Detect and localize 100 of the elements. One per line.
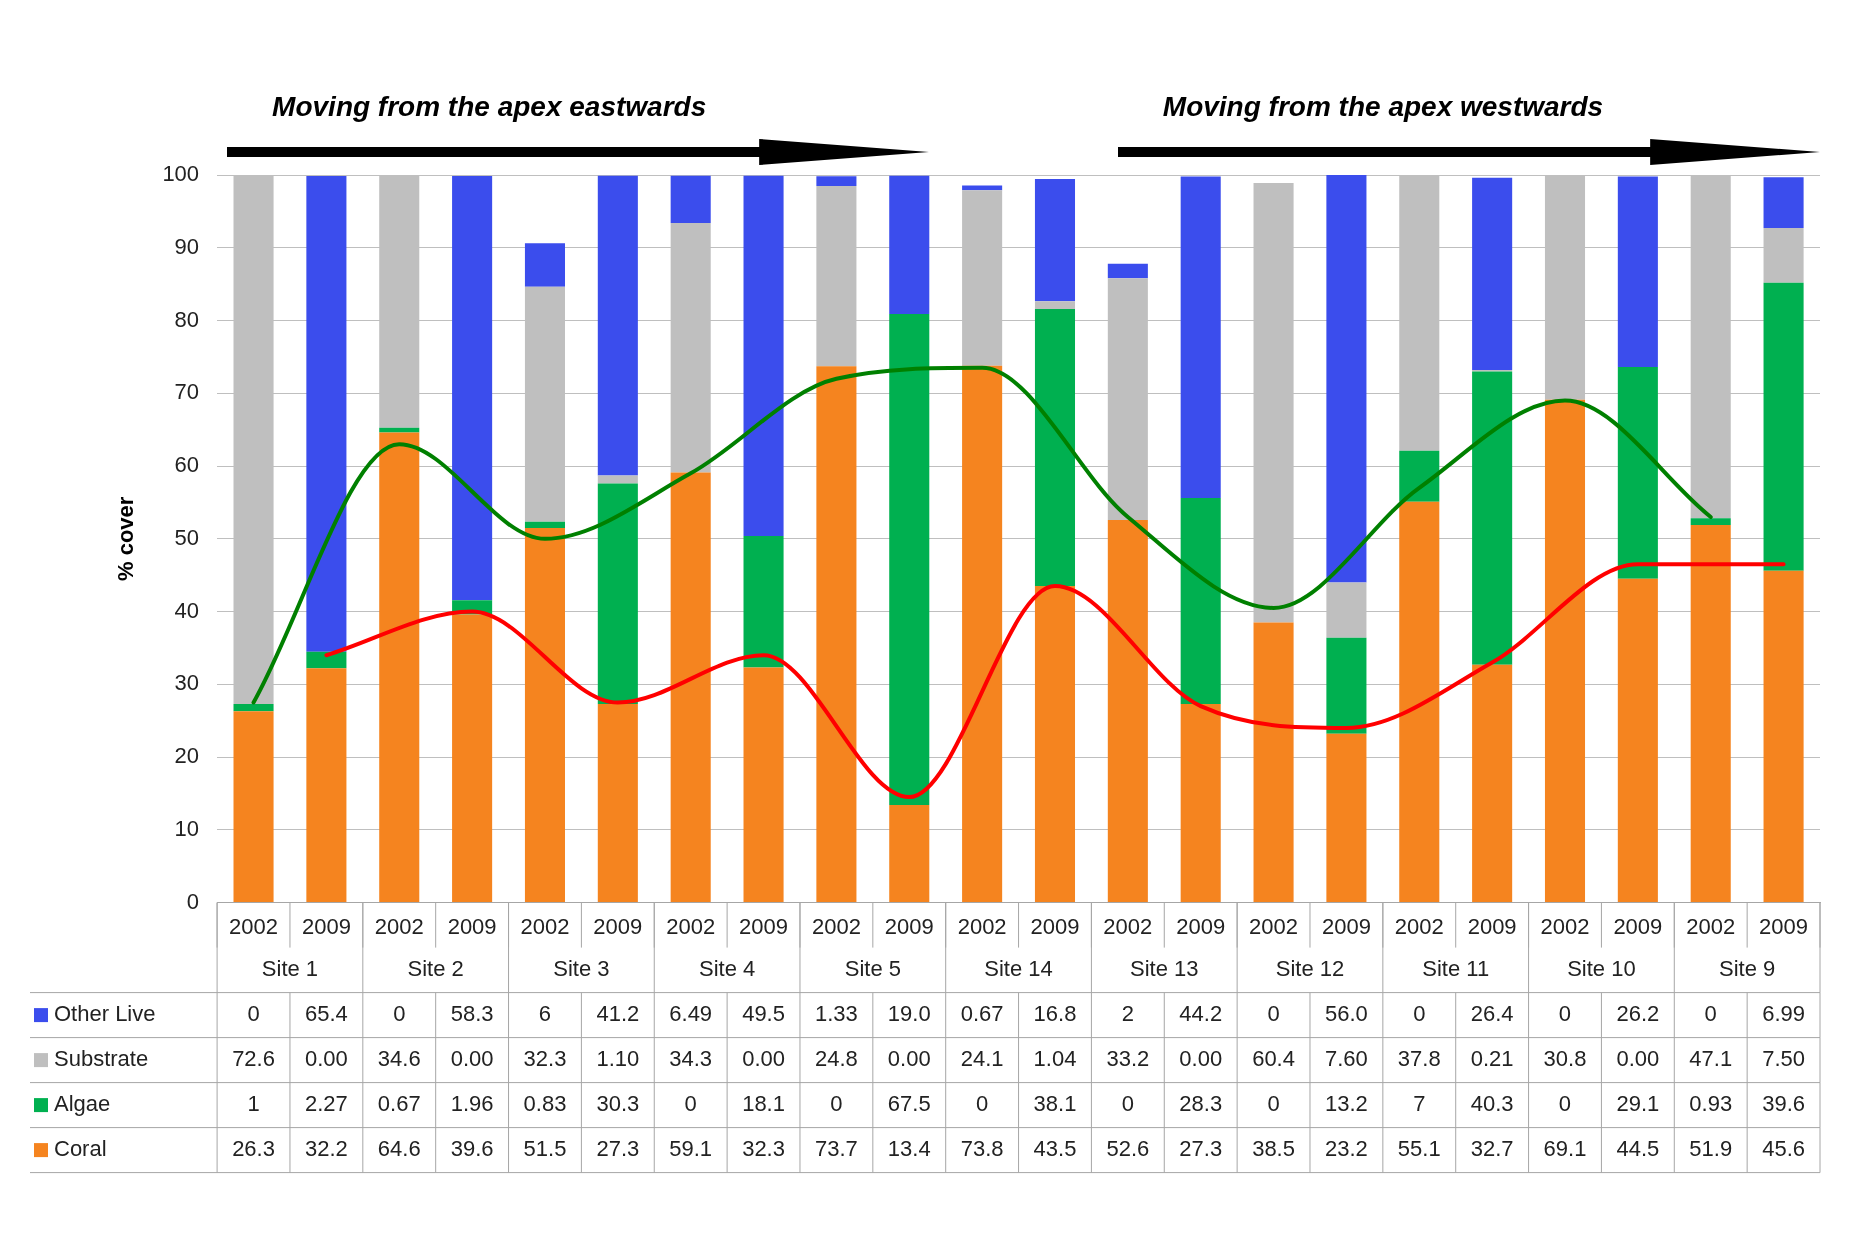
data-label: 0 xyxy=(830,1091,843,1117)
data-label: 24.1 xyxy=(960,1046,1004,1072)
x-tick-label: 2002 xyxy=(520,913,570,939)
y-tick-label: 20 xyxy=(174,743,200,769)
data-label: 44.5 xyxy=(1616,1136,1660,1162)
data-label: 32.3 xyxy=(742,1136,785,1162)
data-label: 0.00 xyxy=(304,1046,348,1072)
x-tick-label: 2009 xyxy=(884,913,934,939)
data-label: 0.93 xyxy=(1689,1091,1733,1117)
data-label: 26.2 xyxy=(1616,1001,1660,1027)
data-label: 0 xyxy=(1413,1001,1426,1027)
data-label: 27.3 xyxy=(596,1136,640,1162)
data-label: 59.1 xyxy=(669,1136,713,1162)
data-label: 56.0 xyxy=(1325,1001,1368,1027)
y-tick-label: 10 xyxy=(174,815,200,841)
data-label: 27.3 xyxy=(1179,1136,1223,1162)
data-label: 64.6 xyxy=(377,1136,421,1162)
data-label: 51.9 xyxy=(1689,1136,1733,1162)
text: Site 11 xyxy=(1422,956,1490,982)
x-tick-label: 2009 xyxy=(1030,913,1080,939)
x-tick-label: 2002 xyxy=(229,913,279,939)
text: Moving from the apex eastwards xyxy=(272,90,707,122)
data-label: 0.00 xyxy=(1616,1046,1660,1072)
data-label: 65.4 xyxy=(304,1001,348,1027)
data-label: 18.1 xyxy=(742,1091,785,1117)
data-label: 69.1 xyxy=(1543,1136,1587,1162)
data-label: 67.5 xyxy=(887,1091,931,1117)
text: Moving from the apex westwards xyxy=(1162,90,1604,122)
x-tick-label: 2002 xyxy=(957,913,1007,939)
data-label: 73.7 xyxy=(814,1136,858,1162)
data-label: 19.0 xyxy=(887,1001,931,1027)
data-label: 49.5 xyxy=(742,1001,785,1027)
data-label: 0 xyxy=(684,1091,697,1117)
data-label: 0.00 xyxy=(450,1046,494,1072)
data-label: 0 xyxy=(976,1091,989,1117)
data-label: 43.5 xyxy=(1033,1136,1077,1162)
data-label: 28.3 xyxy=(1179,1091,1223,1117)
data-label: 26.3 xyxy=(232,1136,275,1162)
data-label: 39.6 xyxy=(1762,1091,1805,1117)
data-label: 47.1 xyxy=(1689,1046,1733,1072)
y-tick-label: 60 xyxy=(174,452,200,478)
y-tick-label: 40 xyxy=(174,597,200,623)
data-label: 60.4 xyxy=(1252,1046,1295,1072)
data-label: 29.1 xyxy=(1616,1091,1660,1117)
data-label: 41.2 xyxy=(596,1001,640,1027)
data-label: 34.3 xyxy=(669,1046,713,1072)
data-label: 32.2 xyxy=(304,1136,348,1162)
y-tick-label: 90 xyxy=(174,233,200,259)
data-label: 32.3 xyxy=(523,1046,567,1072)
data-label: 1 xyxy=(247,1091,260,1117)
data-label: 0 xyxy=(1121,1091,1134,1117)
data-label: 0 xyxy=(1558,1091,1572,1117)
x-tick-label: 2002 xyxy=(1249,913,1299,939)
data-label: 0.00 xyxy=(742,1046,785,1072)
x-tick-label: 2009 xyxy=(739,913,789,939)
data-label: 30.8 xyxy=(1543,1046,1587,1072)
text: Site 4 xyxy=(698,956,756,982)
data-label: 0.67 xyxy=(377,1091,421,1117)
data-label: 7.60 xyxy=(1325,1046,1368,1072)
data-label: 30.3 xyxy=(596,1091,640,1117)
data-label: 7.50 xyxy=(1762,1046,1805,1072)
data-label: 51.5 xyxy=(523,1136,567,1162)
x-tick-label: 2009 xyxy=(1613,913,1663,939)
data-label: 1.96 xyxy=(450,1091,494,1117)
data-label: 0.67 xyxy=(960,1001,1004,1027)
data-label: 52.6 xyxy=(1106,1136,1150,1162)
data-label: 24.8 xyxy=(814,1046,858,1072)
data-label: 0 xyxy=(1267,1091,1280,1117)
data-label: 0.21 xyxy=(1470,1046,1514,1072)
text: Site 1 xyxy=(261,956,319,982)
data-label: 44.2 xyxy=(1179,1001,1223,1027)
text: Site 14 xyxy=(984,956,1053,982)
data-label: 0.00 xyxy=(1179,1046,1223,1072)
data-label: 6 xyxy=(538,1001,552,1027)
data-label: 6.99 xyxy=(1762,1001,1805,1027)
data-label: 2 xyxy=(1121,1001,1134,1027)
y-tick-label: 50 xyxy=(174,524,200,550)
data-label: 32.7 xyxy=(1470,1136,1514,1162)
data-label: 0 xyxy=(1704,1001,1717,1027)
data-label: 45.6 xyxy=(1762,1136,1805,1162)
x-tick-label: 2002 xyxy=(811,913,861,939)
data-label: 72.6 xyxy=(232,1046,275,1072)
legend-label: Other Live xyxy=(54,1001,156,1027)
legend-label: Algae xyxy=(54,1091,111,1117)
data-label: 0.83 xyxy=(523,1091,567,1117)
y-tick-label: 30 xyxy=(174,670,200,696)
x-tick-label: 2009 xyxy=(1321,913,1371,939)
data-label: 34.6 xyxy=(377,1046,421,1072)
text: Site 2 xyxy=(407,956,464,982)
data-label: 33.2 xyxy=(1106,1046,1150,1072)
text: Site 5 xyxy=(844,956,901,982)
x-tick-label: 2002 xyxy=(374,913,424,939)
data-label: 37.8 xyxy=(1397,1046,1441,1072)
y-tick-label: 0 xyxy=(186,888,200,914)
data-label: 13.2 xyxy=(1325,1091,1368,1117)
data-label: 7 xyxy=(1413,1091,1426,1117)
y-tick-label: 100 xyxy=(162,161,200,187)
legend-label: Coral xyxy=(54,1136,107,1162)
data-label: 1.10 xyxy=(596,1046,640,1072)
data-label: 40.3 xyxy=(1470,1091,1514,1117)
